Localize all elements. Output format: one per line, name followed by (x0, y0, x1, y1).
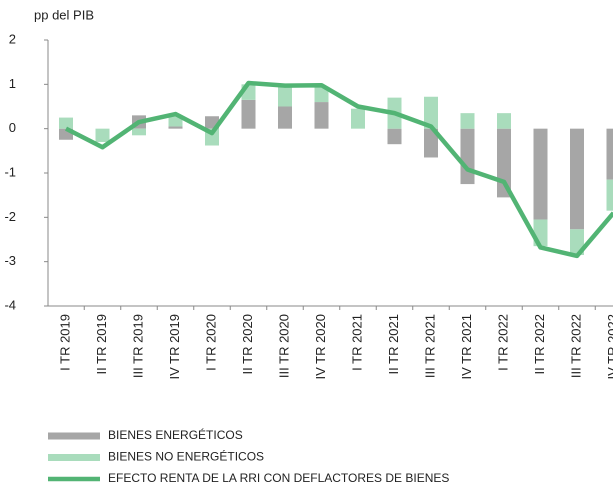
legend-label: BIENES NO ENERGÉTICOS (108, 449, 264, 464)
x-tick-label: IV TR 2022 (605, 314, 613, 380)
bar (95, 128, 110, 142)
bar (351, 108, 365, 129)
bar (424, 96, 438, 129)
y-tick-label: -2 (4, 209, 16, 224)
x-tick-label: IV TR 2020 (313, 314, 328, 380)
bar (497, 113, 511, 129)
bar (132, 128, 146, 136)
x-tick-label: I TR 2021 (349, 314, 364, 371)
y-tick-label: -4 (4, 297, 16, 312)
y-tick-label: -1 (4, 164, 16, 179)
y-tick-label: 0 (9, 120, 16, 135)
x-tick-label: II TR 2022 (532, 314, 547, 374)
legend-label: EFECTO RENTA DE LA RRI CON DEFLACTORES D… (108, 471, 449, 484)
x-tick-label: II TR 2021 (386, 314, 401, 374)
bar (278, 106, 292, 129)
bar (424, 128, 438, 158)
bar (460, 128, 475, 185)
bar (314, 102, 329, 129)
bar (168, 126, 183, 129)
y-tick-label: 1 (9, 76, 16, 91)
bar (533, 128, 548, 220)
bar (278, 84, 292, 107)
legend-label: BIENES ENERGÉTICOS (108, 427, 243, 442)
x-tick-label: II TR 2019 (94, 314, 109, 374)
bar (387, 128, 402, 145)
x-tick-label: IV TR 2021 (459, 314, 474, 380)
legend-swatch (48, 454, 100, 461)
bar (570, 128, 584, 230)
bar (606, 179, 613, 211)
line (64, 80, 613, 259)
x-tick-label: II TR 2020 (240, 314, 255, 374)
bar (314, 86, 329, 103)
x-tick-label: III TR 2020 (276, 314, 291, 378)
bar (460, 113, 475, 129)
bar (241, 99, 256, 129)
x-tick-label: III TR 2021 (422, 314, 437, 378)
y-tick-label: 2 (9, 31, 16, 46)
y-tick-label: -3 (4, 253, 16, 268)
x-tick-label: I TR 2020 (203, 314, 218, 371)
legend-swatch (48, 432, 100, 440)
bar (59, 128, 73, 140)
x-tick-label: IV TR 2019 (167, 314, 182, 380)
x-tick-label: I TR 2019 (57, 314, 72, 371)
x-tick-label: III TR 2019 (130, 314, 145, 378)
bar (59, 117, 73, 129)
bar (168, 115, 183, 127)
x-tick-label: I TR 2022 (495, 314, 510, 371)
x-tick-label: III TR 2022 (568, 314, 583, 378)
bar (606, 128, 613, 180)
y-axis-label: pp del PIB (34, 7, 94, 22)
